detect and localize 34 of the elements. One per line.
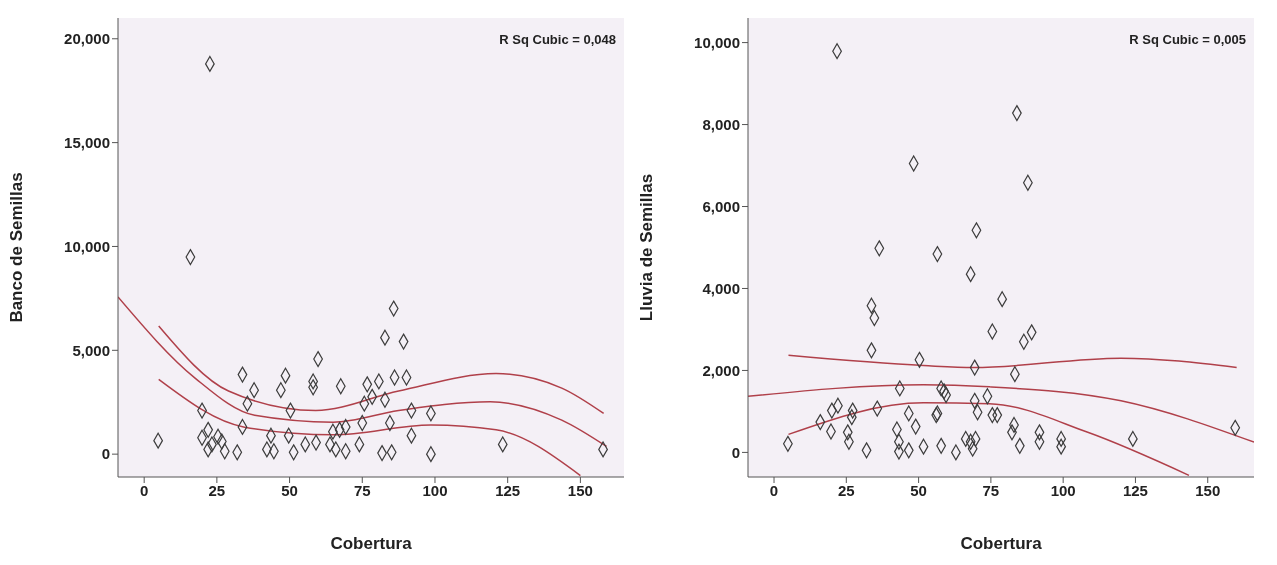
y-tick-label: 10,000 xyxy=(694,33,740,51)
x-tick-label: 125 xyxy=(495,481,521,499)
x-tick-label: 25 xyxy=(208,481,226,499)
line-series xyxy=(157,378,582,477)
y-tick-label: 6,000 xyxy=(702,197,740,215)
x-tick-label: 50 xyxy=(281,481,298,499)
annotation: R Sq Cubic = 0,005 xyxy=(1129,32,1246,47)
x-axis-title: Cobertura xyxy=(330,534,413,553)
x-tick-label: 100 xyxy=(1050,481,1076,499)
x-axis-title: Cobertura xyxy=(960,534,1043,553)
y-tick-label: 10,000 xyxy=(64,237,110,255)
y-axis-title: Lluvia de Semillas xyxy=(637,173,657,322)
annotation: R Sq Cubic = 0,048 xyxy=(499,32,616,47)
line-series xyxy=(748,384,1254,443)
y-tick-label: 4,000 xyxy=(702,279,740,297)
y-tick-label: 8,000 xyxy=(702,115,740,133)
y-axis-title: Banco de Semillas xyxy=(7,172,27,323)
x-tick-label: 150 xyxy=(1195,481,1221,499)
x-tick-label: 150 xyxy=(567,481,593,499)
y-tick-label: 5,000 xyxy=(72,341,110,359)
x-tick-label: 75 xyxy=(353,481,371,499)
x-tick-label: 0 xyxy=(769,481,779,499)
x-tick-label: 50 xyxy=(910,481,927,499)
y-tick-label: 2,000 xyxy=(702,361,740,379)
y-tick-label: 0 xyxy=(731,443,740,461)
x-tick-label: 0 xyxy=(140,481,149,499)
line-series xyxy=(157,325,605,415)
x-tick-label: 100 xyxy=(422,481,448,499)
y-tick-label: 15,000 xyxy=(64,133,110,151)
y-tick-label: 0 xyxy=(101,445,110,463)
x-tick-label: 25 xyxy=(837,481,855,499)
y-tick-label: 20,000 xyxy=(64,30,110,48)
x-tick-label: 125 xyxy=(1122,481,1148,499)
x-tick-label: 75 xyxy=(982,481,1000,499)
